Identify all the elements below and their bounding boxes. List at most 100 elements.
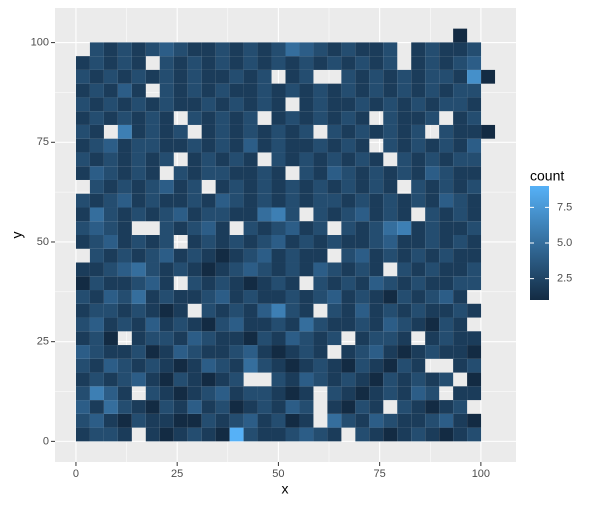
tile bbox=[243, 179, 258, 194]
tile bbox=[243, 138, 258, 153]
tile bbox=[89, 331, 104, 346]
tile bbox=[313, 358, 328, 373]
tile bbox=[397, 262, 412, 277]
tile bbox=[453, 166, 468, 180]
tile bbox=[481, 69, 496, 84]
tile bbox=[327, 138, 342, 153]
tile bbox=[383, 221, 398, 235]
tile bbox=[411, 427, 426, 442]
tile bbox=[145, 111, 160, 125]
tile bbox=[243, 262, 258, 277]
tile bbox=[117, 262, 132, 277]
tile bbox=[327, 303, 342, 318]
tile bbox=[355, 221, 370, 235]
tile bbox=[131, 262, 146, 277]
colorbar bbox=[530, 186, 549, 300]
tile bbox=[355, 276, 370, 291]
tile bbox=[159, 262, 174, 277]
tile bbox=[145, 248, 160, 263]
tile bbox=[453, 400, 468, 414]
tile bbox=[229, 179, 244, 194]
tile bbox=[187, 386, 202, 401]
tile bbox=[271, 42, 286, 57]
tile bbox=[159, 42, 174, 57]
tile bbox=[187, 331, 202, 346]
tile bbox=[425, 193, 440, 208]
tile bbox=[411, 83, 426, 98]
tile bbox=[425, 427, 440, 442]
tile bbox=[299, 111, 314, 125]
tile bbox=[201, 124, 216, 139]
tile bbox=[103, 56, 118, 70]
tile bbox=[439, 345, 454, 359]
tile bbox=[131, 358, 146, 373]
tile bbox=[425, 97, 440, 112]
tile bbox=[397, 69, 412, 84]
tile bbox=[75, 152, 90, 167]
tile bbox=[187, 262, 202, 277]
tile bbox=[229, 235, 244, 249]
tile bbox=[159, 97, 174, 112]
tile bbox=[145, 193, 160, 208]
tile bbox=[243, 358, 258, 373]
tile bbox=[257, 276, 272, 291]
tile bbox=[285, 331, 300, 346]
tile bbox=[453, 413, 468, 428]
tile bbox=[411, 413, 426, 428]
tile bbox=[341, 345, 356, 359]
tile bbox=[103, 235, 118, 249]
tile bbox=[229, 42, 244, 57]
tile bbox=[271, 207, 286, 222]
tile bbox=[299, 262, 314, 277]
tile bbox=[383, 303, 398, 318]
tile bbox=[397, 290, 412, 304]
tile bbox=[201, 111, 216, 125]
tile bbox=[215, 358, 230, 373]
tile bbox=[425, 372, 440, 387]
tile bbox=[327, 193, 342, 208]
tile bbox=[229, 317, 244, 332]
tile bbox=[397, 138, 412, 153]
tile bbox=[173, 83, 188, 98]
tile bbox=[271, 193, 286, 208]
tile bbox=[397, 97, 412, 112]
tile bbox=[439, 276, 454, 291]
tile bbox=[145, 303, 160, 318]
tile bbox=[327, 97, 342, 112]
tile bbox=[397, 221, 412, 235]
tile bbox=[201, 276, 216, 291]
tile bbox=[131, 372, 146, 387]
tile bbox=[229, 372, 244, 387]
tile bbox=[453, 152, 468, 167]
tile bbox=[89, 235, 104, 249]
tile bbox=[103, 276, 118, 291]
tile bbox=[285, 207, 300, 222]
tile bbox=[201, 262, 216, 277]
tile bbox=[355, 166, 370, 180]
tile bbox=[355, 56, 370, 70]
tile bbox=[341, 303, 356, 318]
tile bbox=[411, 358, 426, 373]
tile bbox=[355, 345, 370, 359]
tile bbox=[117, 303, 132, 318]
tile bbox=[173, 166, 188, 180]
tile bbox=[369, 427, 384, 442]
tile bbox=[201, 427, 216, 442]
tile bbox=[131, 413, 146, 428]
tile bbox=[131, 303, 146, 318]
tile bbox=[425, 400, 440, 414]
tile bbox=[201, 207, 216, 222]
tile bbox=[341, 317, 356, 332]
tile bbox=[313, 56, 328, 70]
tile bbox=[397, 193, 412, 208]
tile bbox=[327, 56, 342, 70]
tile bbox=[257, 179, 272, 194]
y-tick-label: 25 bbox=[37, 336, 49, 348]
tile bbox=[117, 97, 132, 112]
tile bbox=[299, 331, 314, 346]
tile bbox=[89, 42, 104, 57]
tile bbox=[257, 290, 272, 304]
tile bbox=[117, 290, 132, 304]
tile bbox=[173, 400, 188, 414]
tile bbox=[89, 248, 104, 263]
